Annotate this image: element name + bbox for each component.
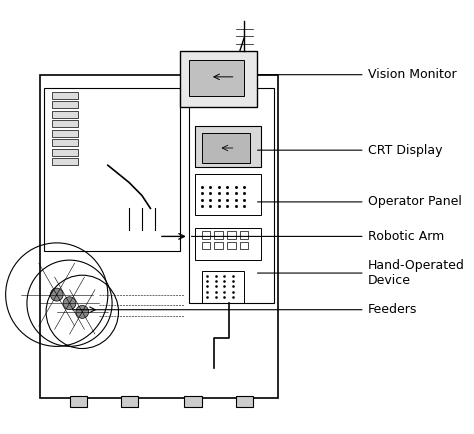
Text: Vision Monitor: Vision Monitor: [257, 68, 456, 81]
FancyBboxPatch shape: [184, 396, 201, 407]
FancyBboxPatch shape: [70, 396, 87, 407]
FancyBboxPatch shape: [53, 102, 78, 108]
FancyBboxPatch shape: [53, 120, 78, 127]
Text: Operator Panel: Operator Panel: [257, 195, 461, 208]
FancyBboxPatch shape: [53, 111, 78, 118]
FancyBboxPatch shape: [201, 133, 250, 163]
Text: CRT Display: CRT Display: [257, 144, 442, 157]
FancyBboxPatch shape: [120, 396, 137, 407]
FancyBboxPatch shape: [53, 158, 78, 165]
Circle shape: [76, 306, 89, 318]
Text: Hand-Operated
Device: Hand-Operated Device: [257, 259, 465, 287]
Circle shape: [63, 297, 76, 310]
FancyBboxPatch shape: [180, 51, 257, 107]
Text: Feeders: Feeders: [93, 303, 417, 316]
FancyBboxPatch shape: [53, 130, 78, 137]
FancyBboxPatch shape: [53, 149, 78, 156]
Circle shape: [50, 288, 63, 301]
FancyBboxPatch shape: [189, 59, 244, 96]
FancyBboxPatch shape: [236, 396, 253, 407]
FancyBboxPatch shape: [195, 126, 261, 168]
FancyBboxPatch shape: [53, 139, 78, 146]
FancyBboxPatch shape: [53, 92, 78, 99]
Text: Robotic Arm: Robotic Arm: [191, 230, 444, 243]
